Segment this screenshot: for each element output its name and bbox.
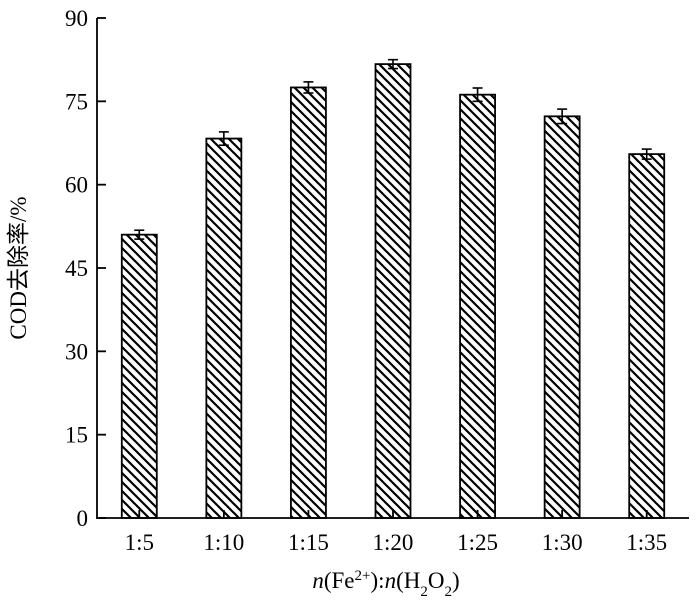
- bar-1-15: [290, 86, 327, 519]
- error-bars-layer: [134, 58, 652, 240]
- bars-layer: [120, 63, 666, 519]
- x-axis-title: n(Fe2+):n(H2O2): [312, 568, 459, 600]
- y-axis-title: COD去除率/%: [6, 196, 31, 339]
- x-title-open1: (Fe: [324, 568, 355, 593]
- error-bar: [134, 229, 145, 240]
- x-tick-label: 1:15: [288, 530, 329, 555]
- x-title-close2: ): [452, 568, 460, 593]
- y-tick-label: 30: [65, 339, 88, 364]
- y-tick-label: 60: [65, 173, 88, 198]
- x-tick-label: 1:35: [626, 530, 667, 555]
- y-tick-label: 45: [65, 256, 88, 281]
- x-tick-label: 1:20: [373, 530, 414, 555]
- x-title-mid: O: [428, 568, 445, 593]
- error-bar: [472, 87, 483, 103]
- y-tick-label: 15: [65, 423, 88, 448]
- x-title-sub2: 2: [444, 584, 452, 600]
- y-tick-label: 75: [65, 89, 88, 114]
- bar-1-5: [120, 233, 158, 519]
- bar-1-10: [205, 137, 243, 519]
- bar-1-25: [459, 93, 496, 519]
- y-tick-label: 0: [77, 506, 89, 531]
- x-title-open2: (H: [396, 568, 420, 593]
- x-title-sup: 2+: [355, 568, 371, 584]
- x-tick-label: 1:10: [203, 530, 244, 555]
- x-title-n1: n: [312, 568, 324, 593]
- x-tick-label: 1:30: [542, 530, 583, 555]
- x-title-close1: ):: [371, 568, 385, 593]
- error-bar: [641, 148, 652, 160]
- bar-1-35: [628, 153, 666, 519]
- x-tick-label: 1:5: [125, 530, 154, 555]
- error-bar: [557, 108, 568, 125]
- error-bar: [388, 58, 398, 70]
- x-title-sub1: 2: [420, 584, 428, 600]
- x-ticks: 1:5 1:10 1:15 1:20 1:25 1:30 1:35: [125, 510, 667, 555]
- x-tick-label: 1:25: [457, 530, 498, 555]
- error-bar: [218, 131, 229, 147]
- y-ticks: 0 15 30 45 60 75 90: [65, 6, 106, 531]
- x-title-n2: n: [385, 568, 397, 593]
- bar-1-20: [374, 63, 412, 519]
- bar-1-30: [543, 115, 581, 519]
- error-bar: [303, 81, 314, 94]
- y-tick-label: 90: [65, 6, 88, 31]
